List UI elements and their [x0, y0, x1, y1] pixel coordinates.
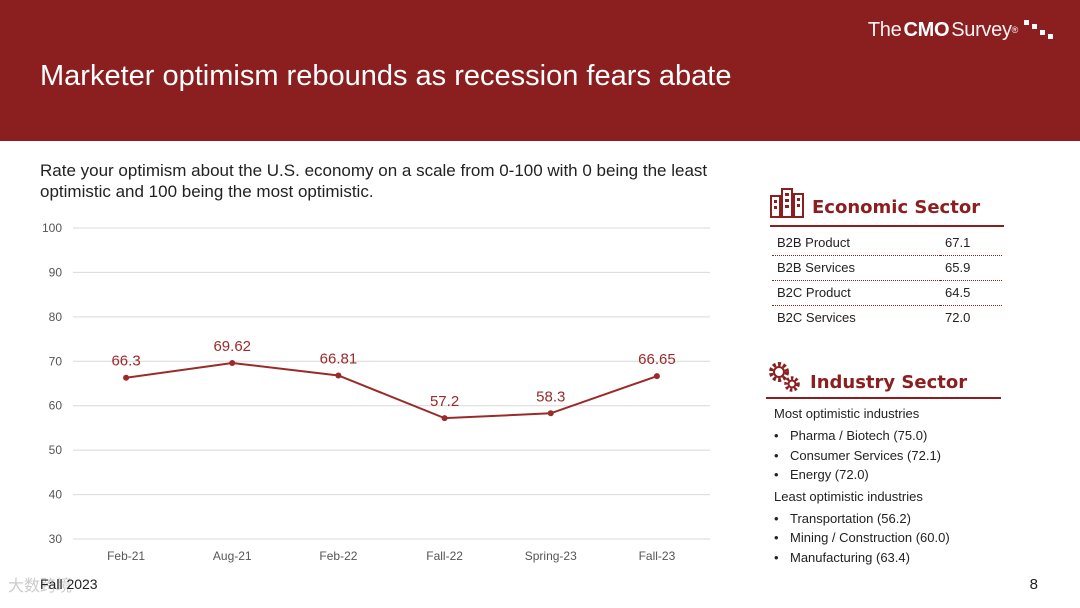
row-value: 72.0: [945, 310, 971, 325]
table-row: B2B Product 67.1: [772, 231, 1002, 256]
data-point: [335, 372, 342, 379]
chart-x-axis: Feb-21 Aug-21 Feb-22 Fall-22 Spring-23 Fall-2…: [107, 549, 676, 563]
logo-prefix: The: [867, 18, 902, 41]
header-banner: The CMO Survey ® Marketer optimism rebou…: [0, 0, 1080, 141]
x-tick-label: Aug-21: [213, 549, 252, 563]
industry-sector-title: Industry Sector: [810, 372, 968, 393]
list-item: Energy (72.0): [774, 465, 1034, 485]
x-tick-label: Spring-23: [525, 549, 577, 563]
industry-sector-header: Industry Sector: [766, 359, 967, 393]
economic-sector-divider: [770, 225, 1004, 227]
most-optimistic-heading: Most optimistic industries: [774, 406, 920, 421]
table-row: B2C Services 72.0: [772, 306, 1002, 331]
row-value: 65.9: [940, 255, 1002, 281]
list-item: Manufacturing (63.4): [774, 548, 1034, 568]
data-point: [547, 410, 554, 417]
watermark: 大数跨境: [8, 578, 73, 595]
y-tick-label: 30: [49, 532, 63, 546]
economic-sector-header: Economic Sector: [770, 188, 980, 218]
industry-sector-divider: [766, 397, 1001, 399]
economic-sector-table: B2B Product 67.1 B2B Services 65.9 B2C P…: [772, 231, 1002, 330]
data-label: 69.62: [213, 338, 251, 355]
economic-sector-title: Economic Sector: [812, 197, 981, 218]
chart-data-labels: 66.3 69.62 66.81 57.2 58.3 66.65: [111, 338, 675, 410]
table-row: B2C Product 64.5: [772, 280, 1002, 306]
row-label: B2B Product: [772, 231, 940, 256]
chart-y-axis: 100 90 80 70 60 50 40 30: [42, 221, 62, 546]
logo-bold: CMO: [903, 18, 950, 41]
logo-dots-icon: [1024, 18, 1054, 42]
y-tick-label: 50: [49, 443, 63, 457]
x-tick-label: Fall-22: [426, 549, 463, 563]
logo-suffix: Survey: [951, 18, 1012, 41]
row-label: B2C Services: [777, 310, 856, 325]
most-optimistic-list: Pharma / Biotech (75.0) Consumer Service…: [774, 426, 1034, 485]
y-tick-label: 40: [49, 488, 63, 502]
data-label: 57.2: [430, 393, 459, 410]
data-point: [653, 373, 660, 380]
list-item: Consumer Services (72.1): [774, 446, 1034, 466]
gears-icon: [769, 362, 800, 392]
y-tick-label: 80: [49, 310, 63, 324]
x-tick-label: Fall-23: [639, 549, 676, 563]
series-line: [125, 361, 658, 420]
logo-registered: ®: [1011, 25, 1019, 35]
data-point: [123, 374, 130, 381]
data-label: 66.3: [111, 353, 140, 370]
cmo-survey-logo: The CMO Survey ®: [868, 18, 1054, 42]
chart-series: [123, 359, 660, 422]
list-item: Pharma / Biotech (75.0): [774, 426, 1034, 446]
row-label: B2C Product: [772, 280, 940, 306]
y-tick-label: 70: [49, 354, 63, 368]
industry-sector-list: Most optimistic industries Pharma / Biot…: [774, 406, 1034, 571]
table-row: B2B Services 65.9: [772, 255, 1002, 281]
least-optimistic-list: Transportation (56.2) Mining / Construct…: [774, 509, 1034, 568]
y-tick-label: 60: [49, 399, 63, 413]
optimism-line-chart: 100 90 80 70 60 50 40 30 Feb-21 Aug-21 Feb-22 Fall…: [42, 221, 710, 563]
survey-question: Rate your optimism about the U.S. econom…: [40, 161, 708, 201]
buildings-icon: [770, 188, 804, 218]
data-point: [441, 415, 448, 422]
x-tick-label: Feb-22: [319, 549, 357, 563]
y-tick-label: 90: [49, 265, 63, 279]
x-tick-label: Feb-21: [107, 549, 145, 563]
data-label: 58.3: [536, 388, 565, 405]
list-item: Transportation (56.2): [774, 509, 1034, 529]
page-title: Marketer optimism rebounds as recession …: [40, 60, 732, 92]
row-value: 67.1: [940, 231, 1002, 256]
list-item: Mining / Construction (60.0): [774, 528, 1034, 548]
row-value: 64.5: [940, 280, 1002, 306]
chart-gridlines: [73, 227, 710, 540]
data-label: 66.65: [638, 351, 676, 368]
data-point: [229, 359, 236, 366]
data-label: 66.81: [320, 350, 358, 367]
least-optimistic-heading: Least optimistic industries: [774, 488, 923, 504]
footer-edition: Fall 2023: [40, 576, 98, 592]
page-number: 8: [1029, 576, 1038, 593]
y-tick-label: 100: [42, 221, 62, 235]
row-label: B2B Services: [772, 255, 940, 281]
